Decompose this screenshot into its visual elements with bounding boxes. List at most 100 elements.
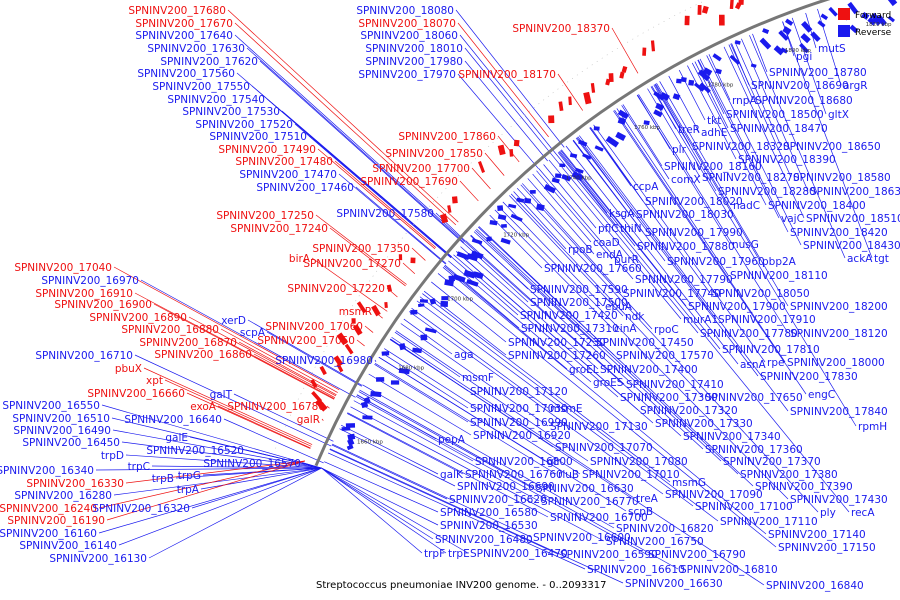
reverse-gene bbox=[452, 274, 466, 283]
label-connector bbox=[358, 391, 679, 570]
label-connector bbox=[484, 152, 505, 176]
gene-label: SPNINV200_17450 bbox=[596, 337, 694, 349]
label-connector bbox=[381, 352, 469, 409]
gene-label: SPNINV200_18080 bbox=[356, 5, 454, 17]
forward-gene bbox=[605, 78, 611, 86]
label-connector bbox=[423, 290, 507, 356]
label-connector bbox=[113, 266, 340, 391]
gene-label: rpoB bbox=[568, 244, 593, 256]
gene-label: SPNINV200_17590 bbox=[530, 284, 628, 296]
gene-label: ply bbox=[820, 507, 836, 519]
label-connector bbox=[734, 41, 782, 147]
label-connector bbox=[464, 47, 554, 157]
gene-label: SPNINV200_17260 bbox=[508, 350, 606, 362]
label-connector bbox=[302, 462, 322, 469]
gene-label: SPNINV200_16480 bbox=[435, 534, 533, 546]
reverse-gene bbox=[420, 334, 428, 341]
label-connector bbox=[113, 467, 322, 496]
label-connector bbox=[311, 257, 388, 312]
reverse-gene bbox=[561, 173, 572, 182]
label-connector bbox=[752, 33, 768, 73]
gene-label: SPNINV200_16690 bbox=[457, 481, 555, 493]
gene-label: SPNINV200_18320 bbox=[692, 141, 790, 153]
gene-label: pbp2A bbox=[762, 256, 797, 268]
gene-label: trpC bbox=[128, 461, 150, 473]
scale-tick-label: 1780 kbp bbox=[707, 83, 733, 89]
forward-gene bbox=[310, 378, 318, 389]
label-connector bbox=[616, 108, 729, 276]
reverse-gene bbox=[615, 131, 627, 142]
gene-label: SPNINV200_17220 bbox=[287, 283, 385, 295]
label-connector bbox=[368, 373, 472, 436]
label-connector bbox=[112, 429, 322, 469]
label-connector bbox=[321, 467, 469, 554]
label-connector bbox=[668, 75, 700, 133]
gene-label: SPNINV200_18650 bbox=[783, 141, 881, 153]
gene-label: vajC bbox=[781, 213, 804, 225]
label-connector bbox=[350, 406, 605, 542]
reverse-gene bbox=[887, 0, 898, 7]
gene-label: SPNINV200_17090 bbox=[665, 489, 763, 501]
gene-label: groEL bbox=[569, 364, 599, 376]
gene-label: SPNINV200_17460 bbox=[256, 182, 354, 194]
gene-label: SPNINV200_17370 bbox=[723, 456, 821, 468]
gene-label: SPNINV200_17970 bbox=[358, 69, 456, 81]
gene-label: SPNINV200_17520 bbox=[195, 119, 293, 131]
gene-label: msmR bbox=[339, 306, 372, 318]
reverse-gene bbox=[702, 67, 713, 76]
gene-label: aga bbox=[454, 349, 474, 361]
reverse-gene bbox=[429, 298, 437, 305]
gene-label: SPNINV200_17360 bbox=[705, 444, 803, 456]
label-connector bbox=[749, 35, 846, 259]
gene-label: SPNINV200_16970 bbox=[41, 275, 139, 287]
label-connector bbox=[559, 150, 636, 247]
label-connector bbox=[593, 124, 766, 363]
label-connector bbox=[656, 82, 789, 307]
label-connector bbox=[101, 404, 322, 469]
reverse-gene bbox=[489, 220, 498, 226]
strand-legend: Forward Reverse bbox=[838, 8, 892, 38]
label-connector bbox=[384, 348, 581, 475]
gene-label: rluB bbox=[558, 469, 579, 481]
reverse-gene bbox=[887, 15, 895, 23]
forward-gene bbox=[497, 144, 506, 156]
gene-label: SPNINV200_17250 bbox=[216, 210, 314, 222]
gene-label: rpe bbox=[767, 357, 784, 369]
gene-label: mutS bbox=[818, 43, 846, 55]
forward-gene bbox=[384, 301, 388, 309]
gene-label: xerD bbox=[221, 315, 246, 327]
reverse-gene bbox=[398, 367, 410, 375]
gene-label: SPNINV200_16750 bbox=[606, 536, 704, 548]
label-connector bbox=[391, 336, 635, 499]
forward-gene bbox=[729, 0, 734, 10]
reverse-gene bbox=[424, 327, 437, 334]
gene-label: SPNINV200_17430 bbox=[790, 494, 888, 506]
label-connector bbox=[558, 151, 608, 214]
reverse-gene bbox=[828, 6, 838, 17]
gene-label: tgt bbox=[874, 253, 889, 265]
gene-label: SPNINV200_17550 bbox=[152, 81, 250, 93]
reverse-swatch bbox=[838, 25, 850, 37]
forward-gene bbox=[650, 40, 656, 52]
reverse-gene bbox=[773, 45, 785, 56]
reverse-gene bbox=[617, 117, 627, 125]
gene-label: SPNINV200_16450 bbox=[22, 437, 120, 449]
gene-label: exoA bbox=[190, 401, 217, 413]
label-connector bbox=[321, 467, 439, 526]
gene-label: SPNINV200_17030 bbox=[470, 403, 568, 415]
gene-label: SPNINV200_17110 bbox=[720, 516, 818, 528]
gene-labels: SPNINV200_17680SPNINV200_17670SPNINV200_… bbox=[0, 5, 900, 592]
label-connector bbox=[164, 379, 312, 447]
gene-label: treR bbox=[678, 124, 700, 136]
gene-label: SPNINV200_16470 bbox=[470, 548, 568, 560]
forward-gene bbox=[440, 213, 449, 224]
reverse-gene bbox=[870, 12, 882, 26]
gene-label: SPNINV200_18160 bbox=[664, 161, 762, 173]
scale-tick-label: 1800 kbp bbox=[785, 48, 811, 54]
gene-label: pflC bbox=[598, 223, 619, 235]
gene-label: SPNINV200_16770 bbox=[541, 496, 639, 508]
gene-label: tkt bbox=[707, 115, 721, 127]
label-connector bbox=[238, 341, 337, 396]
gene-label: SPNINV200_17560 bbox=[137, 68, 235, 80]
label-connector bbox=[532, 173, 592, 243]
